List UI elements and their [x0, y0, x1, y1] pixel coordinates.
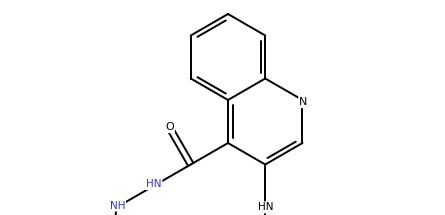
Text: N: N — [299, 97, 307, 107]
Text: HN: HN — [146, 179, 161, 189]
Text: O: O — [165, 122, 174, 132]
Text: HN: HN — [259, 202, 274, 212]
Text: NH: NH — [109, 201, 125, 210]
